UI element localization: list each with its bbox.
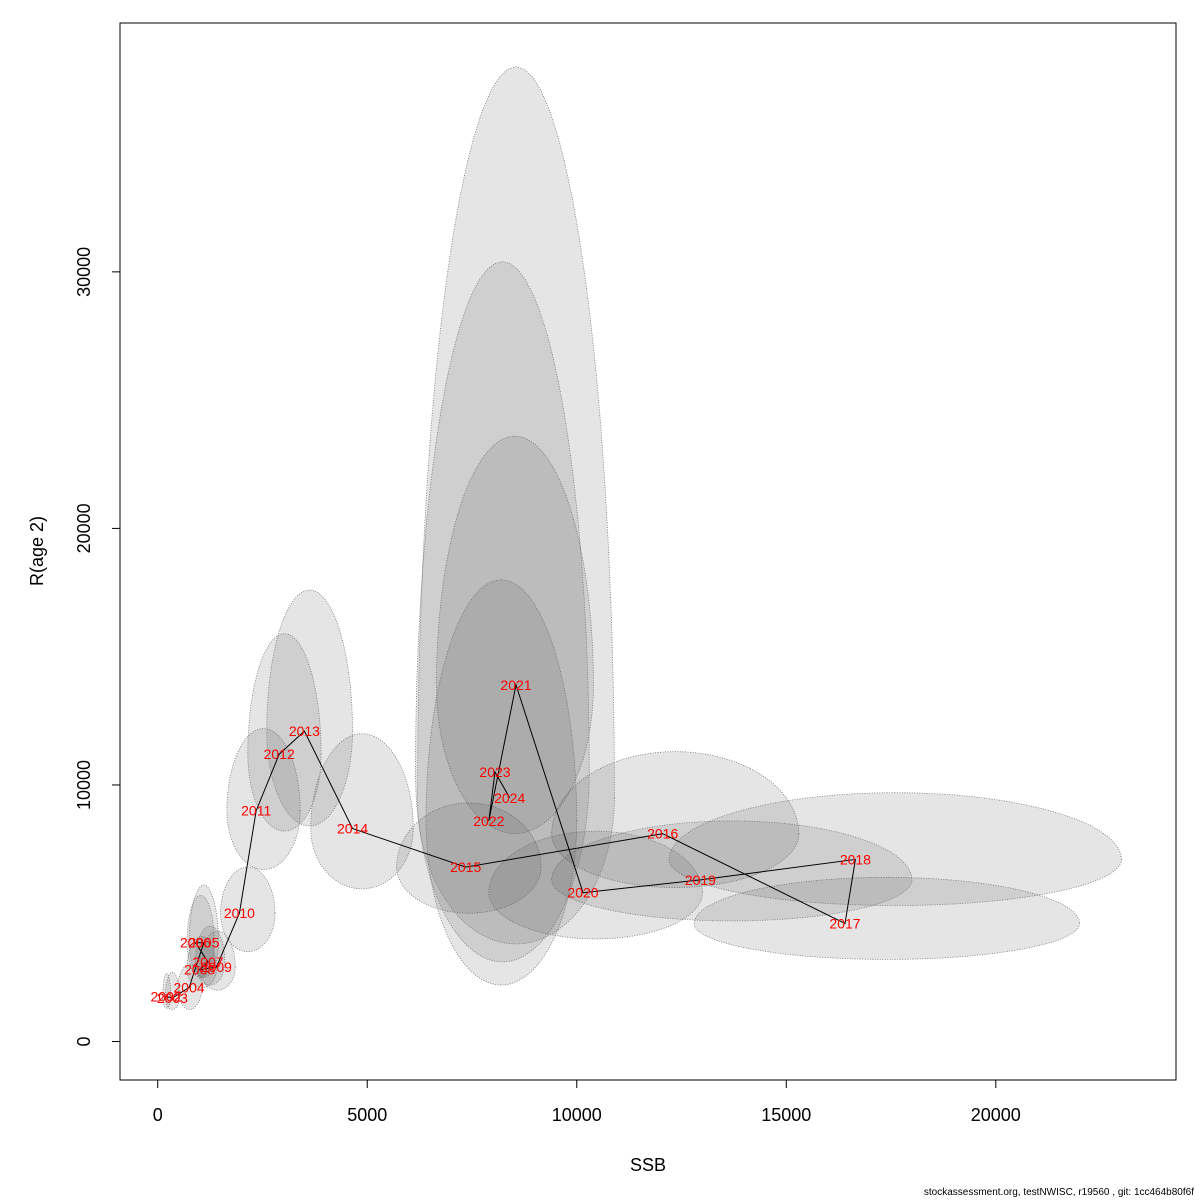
y-tick-label: 0 [74, 1036, 94, 1046]
ellipse-2002 [162, 973, 172, 1009]
year-label-2015: 2015 [450, 859, 481, 875]
x-axis-label: SSB [630, 1155, 666, 1175]
ellipse-2003 [164, 971, 180, 1010]
ellipse-2010 [220, 866, 276, 953]
ellipse-2021 [435, 435, 594, 835]
year-label-2010: 2010 [224, 905, 255, 921]
ellipse-2005 [188, 884, 219, 978]
ellipse-2024 [417, 66, 615, 945]
year-label-2009: 2009 [201, 959, 232, 975]
y-tick-label: 20000 [74, 503, 94, 553]
year-label-2003: 2003 [157, 990, 188, 1006]
y-tick-label: 30000 [74, 247, 94, 297]
ellipse-2015 [396, 802, 542, 914]
footer-credit: stockassessment.org, testNWISC, r19560 ,… [923, 1187, 1194, 1198]
year-label-2017: 2017 [829, 916, 860, 932]
year-label-2008: 2008 [184, 962, 215, 978]
ellipse-2018 [668, 792, 1122, 906]
ellipse-2019 [551, 820, 913, 922]
year-label-2014: 2014 [337, 821, 368, 837]
year-label-2022: 2022 [473, 813, 504, 829]
year-label-2005: 2005 [188, 935, 219, 951]
x-tick-label: 10000 [552, 1105, 602, 1125]
year-label-2011: 2011 [241, 803, 271, 819]
year-label-2019: 2019 [685, 872, 716, 888]
x-tick-label: 0 [153, 1105, 163, 1125]
year-label-2002: 2002 [151, 989, 182, 1005]
ellipse-2020 [488, 830, 703, 940]
ellipse-2017 [693, 876, 1081, 960]
year-label-2006: 2006 [180, 935, 211, 951]
confidence-ellipses [162, 66, 1122, 1010]
year-label-2023: 2023 [479, 764, 510, 780]
ellipse-2014 [310, 733, 414, 890]
year-label-2024: 2024 [494, 790, 525, 806]
year-label-2012: 2012 [264, 746, 295, 762]
ellipse-2013 [266, 589, 354, 827]
trajectory-line [165, 682, 857, 999]
y-axis: 0 10000 20000 30000 [74, 247, 121, 1047]
year-label-2007: 2007 [192, 954, 223, 970]
year-label-2013: 2013 [289, 723, 320, 739]
year-label-2004: 2004 [174, 980, 205, 996]
ellipse-2016 [551, 751, 800, 889]
ellipse-2008 [186, 935, 217, 988]
ellipse-2006 [186, 894, 215, 978]
x-tick-label: 20000 [971, 1105, 1021, 1125]
x-tick-label: 15000 [761, 1105, 811, 1125]
ellipse-2011 [226, 728, 301, 871]
year-label-2018: 2018 [840, 851, 871, 867]
x-axis: 0 5000 10000 15000 20000 [153, 1079, 1021, 1125]
x-tick-label: 5000 [347, 1105, 387, 1125]
year-label-2020: 2020 [567, 885, 598, 901]
y-tick-label: 10000 [74, 760, 94, 810]
y-axis-label: R(age 2) [27, 516, 47, 586]
year-label-2016: 2016 [647, 826, 678, 842]
year-label-2021: 2021 [500, 677, 531, 693]
ellipse-2012 [247, 633, 322, 832]
